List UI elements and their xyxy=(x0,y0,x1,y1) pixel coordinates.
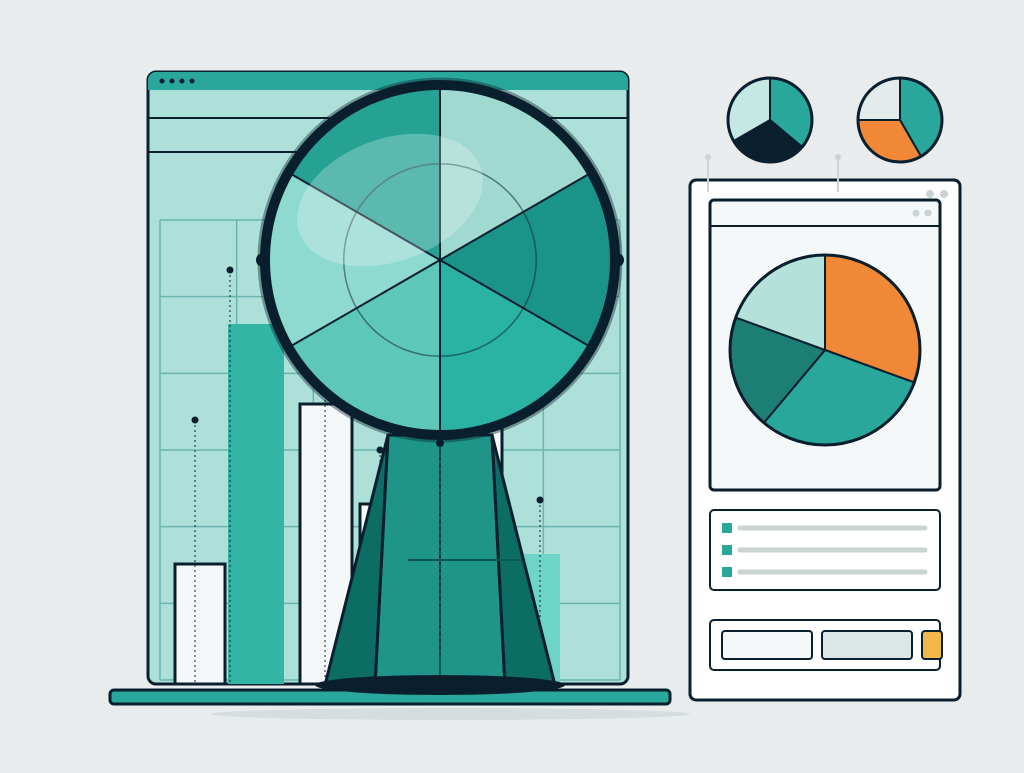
panel-button-2[interactable] xyxy=(922,631,942,659)
panel-button-1[interactable] xyxy=(822,631,912,659)
globe-lens-icon xyxy=(256,79,624,441)
stand-base-icon xyxy=(315,675,565,695)
bar-1 xyxy=(228,324,284,684)
panel-button-0[interactable] xyxy=(722,631,812,659)
bar-0 xyxy=(175,564,225,684)
mini-pie-2 xyxy=(858,78,942,162)
legend-bullet xyxy=(722,545,732,555)
data-point-0 xyxy=(192,417,199,424)
data-point-1 xyxy=(227,267,234,274)
infographic-canvas xyxy=(0,0,1024,768)
legend-bullet xyxy=(722,567,732,577)
mini-pie-1 xyxy=(728,78,812,162)
legend-bullet xyxy=(722,523,732,533)
data-point-6 xyxy=(537,497,544,504)
